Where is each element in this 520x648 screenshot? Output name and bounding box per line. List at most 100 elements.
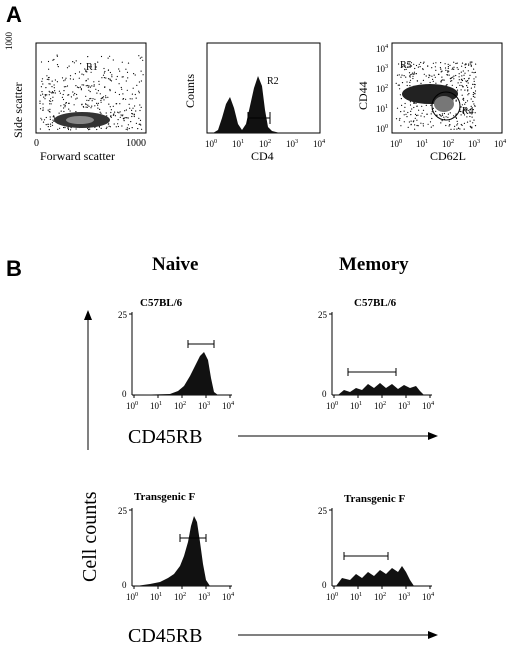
scatter-dot <box>96 102 98 104</box>
scatter-dot <box>47 77 50 79</box>
scatter-dot <box>52 59 54 61</box>
scatter-dot <box>420 122 422 124</box>
scatter-dot <box>401 104 403 106</box>
scatter-dot <box>115 126 117 128</box>
scatter-dot <box>89 128 91 130</box>
scatter-dot <box>452 67 454 69</box>
scatter-dot <box>416 124 418 127</box>
scatter-dot <box>443 116 445 118</box>
scatter-dot <box>138 92 140 94</box>
scatter-dot <box>439 114 441 116</box>
scatter-dot <box>398 74 400 76</box>
scatter-dot <box>460 79 462 81</box>
scatter-dot <box>51 80 53 82</box>
scatter-dot <box>73 104 75 106</box>
scatter-dot <box>107 57 109 59</box>
scatter-dot <box>56 55 59 57</box>
scatter-dot <box>99 93 101 95</box>
gate-label-r4: R4 <box>462 106 474 117</box>
scatter-dot <box>470 64 472 66</box>
scatter-dot <box>469 115 471 118</box>
x-tick: 103 <box>198 591 210 602</box>
scatter-dot <box>112 59 114 61</box>
scatter-dot <box>128 127 130 130</box>
scatter-dot <box>63 90 65 92</box>
scatter-dot <box>423 61 425 63</box>
scatter-dot <box>414 67 416 70</box>
scatter-dot <box>90 97 92 100</box>
scatter-dot <box>129 98 131 100</box>
scatter-dot <box>114 91 116 93</box>
scatter-dot <box>460 106 462 108</box>
scatter-dot <box>421 105 423 107</box>
scatter-dot <box>40 117 42 119</box>
scatter-dot <box>52 119 54 121</box>
scatter-dot <box>457 123 459 125</box>
scatter-dot <box>464 103 466 105</box>
y-tick: 102 <box>376 83 388 94</box>
scatter-dot <box>456 124 458 126</box>
scatter-dot <box>433 74 435 76</box>
scatter-dot <box>98 126 101 128</box>
scatter-dot <box>97 102 99 104</box>
y-axis-arrow-label: Cell counts <box>79 491 101 582</box>
scatter-dot <box>431 111 433 113</box>
scatter-dot <box>472 94 474 96</box>
scatter-dot <box>63 80 65 82</box>
scatter-dot <box>49 108 51 110</box>
scatter-dot <box>100 98 102 100</box>
scatter-dot <box>469 120 471 122</box>
scatter-dot <box>74 73 76 75</box>
scatter-dot <box>80 63 82 65</box>
x-axis-label: Forward scatter <box>40 149 115 163</box>
scatter-dot <box>88 89 90 91</box>
scatter-dot <box>39 100 41 102</box>
scatter-dot <box>133 115 135 118</box>
scatter-dot <box>100 55 103 58</box>
scatter-dot <box>52 100 54 102</box>
scatter-dot <box>100 112 102 114</box>
scatter-dot <box>405 76 407 78</box>
x-tick: 103 <box>468 138 480 149</box>
x-tick: 103 <box>398 591 410 602</box>
scatter-dot <box>470 63 472 65</box>
scatter-dot <box>467 82 469 84</box>
scatter-dot <box>407 62 409 64</box>
scatter-dot <box>53 120 55 122</box>
scatter-dot <box>138 123 140 125</box>
scatter-dot <box>454 125 456 127</box>
scatter-dot <box>136 84 138 86</box>
scatter-dot <box>470 98 472 100</box>
scatter-dot <box>458 79 460 81</box>
scatter-dot <box>395 118 398 120</box>
scatter-dot <box>64 104 66 106</box>
scatter-dot <box>103 67 105 70</box>
scatter-dot <box>97 90 99 92</box>
scatter-dot <box>450 128 452 130</box>
scatter-dot <box>422 62 424 64</box>
scatter-dot <box>63 126 65 129</box>
scatter-dot <box>91 100 93 102</box>
scatter-dot <box>111 76 113 78</box>
scatter-dot <box>101 97 103 99</box>
scatter-dot <box>51 122 54 124</box>
scatter-dot <box>411 108 413 110</box>
y-tick: 0 <box>122 389 127 399</box>
scatter-dot <box>85 106 87 108</box>
scatter-dot <box>43 119 46 121</box>
scatter-dot <box>467 80 469 82</box>
scatter-dot <box>96 128 98 131</box>
scatter-dot <box>463 114 466 116</box>
scatter-dot <box>413 102 415 104</box>
scatter-dot <box>473 72 475 74</box>
scatter-dot <box>423 116 425 118</box>
scatter-dots <box>395 61 477 130</box>
scatter-dot <box>431 117 433 120</box>
scatter-dot <box>140 106 142 108</box>
scatter-dot <box>448 120 450 122</box>
scatter-dot <box>441 114 444 116</box>
scatter-dot <box>401 82 404 84</box>
x-ticks: 100 101 102 103 104 <box>205 138 326 149</box>
scatter-dot <box>109 126 111 128</box>
scatter-dot <box>464 72 466 74</box>
